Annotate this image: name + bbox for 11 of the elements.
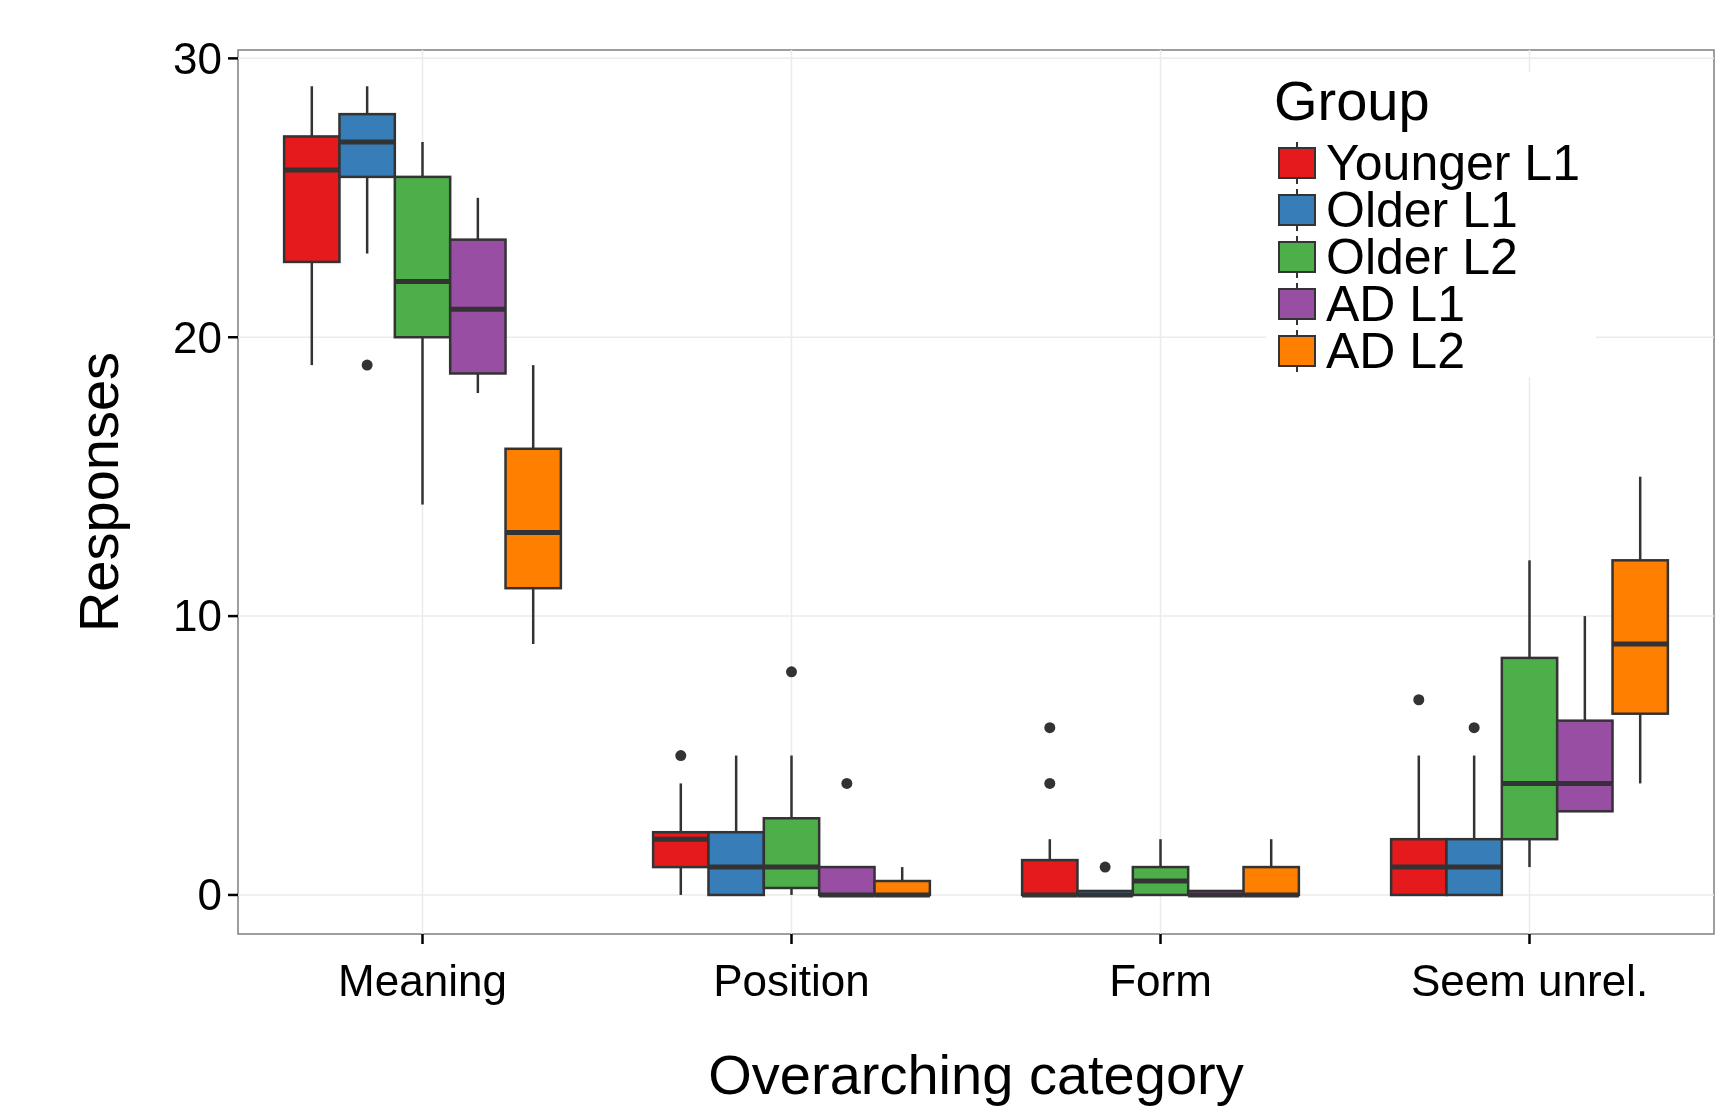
- y-axis-title: Responses: [67, 351, 130, 633]
- legend-title: Group: [1274, 69, 1430, 132]
- x-tick-label: Position: [713, 956, 870, 1005]
- x-tick-label: Form: [1109, 956, 1212, 1005]
- x-tick-label: Meaning: [338, 956, 507, 1005]
- y-tick-label: 10: [173, 591, 222, 641]
- x-tick-label: Seem unrel.: [1410, 956, 1649, 1005]
- y-tick-label: 0: [197, 870, 222, 920]
- y-tick-label: 30: [173, 33, 222, 83]
- y-tick-label: 20: [173, 312, 222, 362]
- x-axis-title: Overarching category: [708, 1043, 1244, 1106]
